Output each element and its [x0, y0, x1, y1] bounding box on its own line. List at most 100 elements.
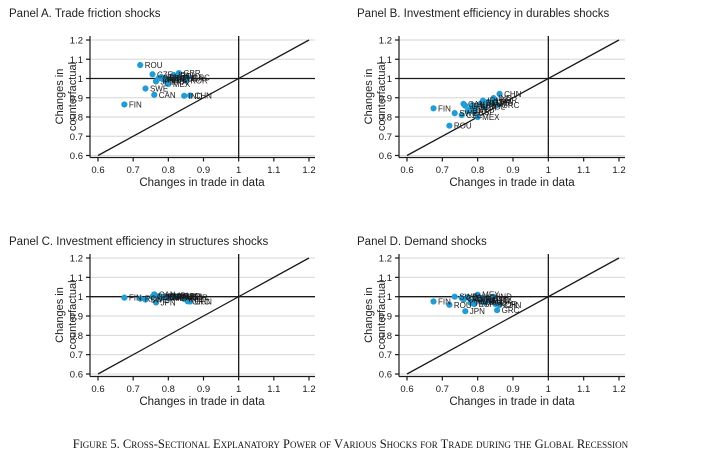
y-tick-label: 0.8	[379, 113, 392, 124]
y-tick-label: 1.2	[379, 36, 392, 47]
data-point-AUT	[174, 75, 181, 82]
data-point-ROU	[446, 122, 453, 129]
y-tick-label: 0.9	[70, 312, 83, 323]
data-point-label-ESP: ESP	[169, 293, 185, 302]
x-tick-label: 1	[546, 165, 551, 176]
x-tick-label: 0.8	[162, 384, 175, 395]
data-point-FRA	[472, 296, 479, 303]
y-tick-label: 1.1	[70, 273, 83, 284]
y-tick-label: 1.1	[70, 55, 83, 66]
data-point-label-FIN: FIN	[438, 104, 451, 113]
y-tick-label: 1.2	[70, 254, 83, 265]
data-point-label-POL: POL	[180, 72, 197, 81]
data-point-label-GRC: GRC	[192, 74, 210, 83]
data-point-label-ROU: ROU	[454, 301, 472, 310]
data-point-label-GBR: GBR	[493, 98, 511, 107]
data-point-label-ROU: ROU	[454, 122, 472, 131]
x-tick-label: 0.9	[197, 165, 210, 176]
data-point-FIN	[121, 101, 128, 108]
x-tick-label: 0.6	[91, 165, 104, 176]
data-point-GRC	[494, 101, 501, 109]
data-point-KOR	[492, 96, 499, 104]
data-point-label-FRA: FRA	[171, 78, 188, 87]
panel-b-x-axis-label: Changes in trade in data	[449, 177, 575, 189]
panel-c-title: Panel C. Investment efficiency in struct…	[9, 236, 269, 248]
panel-b-title: Panel B. Investment efficiency in durabl…	[357, 8, 610, 20]
y-axis-label-line2: counterfactual	[67, 280, 79, 350]
data-point-label-JPN: JPN	[161, 77, 176, 86]
y-tick-label: 0.7	[70, 350, 83, 361]
y-tick-label: 1	[78, 74, 83, 85]
data-point-label-AUT: AUT	[491, 100, 507, 109]
panel-c-y-axis-label: Changes in counterfactual	[54, 254, 82, 376]
data-point-label-CAN: CAN	[159, 91, 176, 100]
x-tick-label: 0.8	[471, 165, 484, 176]
data-point-label-ROU: ROU	[145, 61, 163, 70]
data-point-label-USA: USA	[187, 75, 204, 84]
y-tick-label: 1	[387, 74, 392, 85]
data-point-label-CAN: CAN	[468, 296, 485, 305]
x-tick-label: 0.8	[471, 384, 484, 395]
data-point-ESP	[471, 109, 478, 116]
figure-caption: Figure 5. Cross-Sectional Explanatory Po…	[72, 437, 629, 451]
data-point-label-FIN: FIN	[129, 294, 142, 303]
data-point-label-DNK: DNK	[163, 292, 181, 301]
forty-five-degree-line	[406, 39, 620, 157]
data-point-label-IND: IND	[189, 92, 203, 101]
data-point-label-IRL: IRL	[178, 71, 191, 80]
data-point-label-SWE: SWE	[150, 85, 168, 94]
data-point-label-DEU: DEU	[176, 75, 193, 84]
data-point-FRA	[472, 104, 479, 111]
x-tick-label: 1.1	[267, 384, 280, 395]
y-axis-label-line2: counterfactual	[376, 61, 388, 132]
data-point-label-AUT: AUT	[182, 75, 198, 84]
data-point-label-ITA: ITA	[475, 105, 488, 114]
data-point-JPN	[152, 299, 160, 306]
y-axis-label-line1: Changes in	[54, 68, 66, 125]
data-point-label-GBR: GBR	[183, 292, 201, 301]
panel-d-title: Panel D. Demand shocks	[357, 236, 487, 248]
data-point-label-DNK: DNK	[472, 107, 490, 116]
data-point-JPN	[462, 308, 469, 315]
data-point-label-SWE: SWE	[459, 109, 477, 118]
data-point-label-CHN: CHN	[504, 301, 522, 310]
y-axis-label-line2: counterfactual	[67, 61, 79, 132]
data-point-label-USA: USA	[496, 99, 513, 108]
data-point-CZE	[149, 71, 156, 78]
panel-a-title: Panel A. Trade friction shocks	[9, 8, 161, 20]
data-point-label-CHN: CHN	[195, 298, 213, 307]
data-point-label-IRL: IRL	[178, 292, 191, 301]
y-tick-label: 0.8	[70, 331, 83, 342]
data-point-label-DEU: DEU	[176, 293, 193, 302]
data-point-CHN	[496, 90, 503, 97]
data-point-label-AUT: AUT	[491, 296, 507, 305]
data-point-label-IND: IND	[498, 293, 512, 302]
y-tick-label: 0.9	[70, 93, 83, 104]
data-point-MEX	[474, 113, 481, 121]
data-point-DNK	[464, 293, 471, 301]
data-point-MEX	[474, 291, 481, 298]
data-point-label-ESP: ESP	[169, 74, 185, 83]
data-point-label-POL: POL	[489, 298, 506, 307]
panel-d-x-axis-label: Changes in trade in data	[449, 396, 575, 408]
x-tick-label: 0.6	[91, 384, 104, 395]
y-tick-label: 0.8	[70, 113, 83, 124]
y-tick-label: 1	[387, 292, 392, 303]
y-tick-label: 1.2	[70, 36, 83, 47]
x-tick-label: 1.1	[577, 165, 590, 176]
data-point-IND	[181, 92, 188, 99]
data-point-label-ITA: ITA	[166, 294, 179, 303]
data-point-label-SWE: SWE	[459, 293, 477, 302]
y-axis-label-line1: Changes in	[363, 287, 375, 343]
data-point-GRC	[184, 74, 191, 81]
x-tick-label: 0.8	[162, 165, 175, 176]
y-tick-label: 0.9	[379, 93, 392, 104]
data-point-label-KOR: KOR	[190, 294, 208, 303]
data-point-label-HUN: HUN	[168, 293, 186, 302]
data-point-label-SWE: SWE	[150, 296, 168, 305]
data-point-label-IRL: IRL	[487, 294, 500, 303]
data-point-SWE	[451, 293, 458, 300]
data-point-label-DNK: DNK	[163, 75, 181, 84]
data-point-IND	[490, 293, 497, 300]
data-point-ROU	[137, 295, 144, 302]
